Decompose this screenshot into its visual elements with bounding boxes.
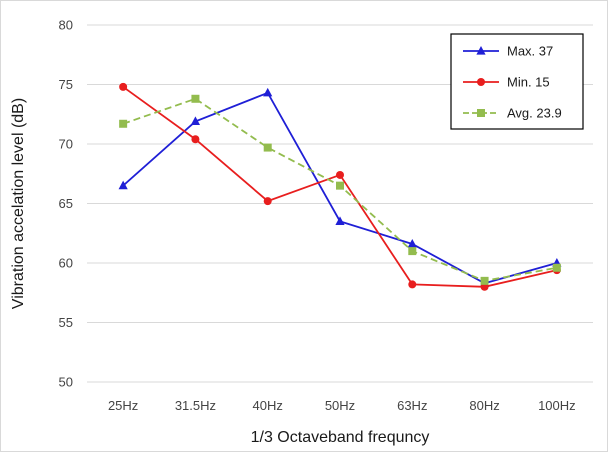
legend-label: Avg. 23.9 <box>507 106 562 121</box>
y-tick-label: 80 <box>59 18 73 33</box>
x-tick-label: 50Hz <box>325 398 355 413</box>
data-point <box>191 135 200 144</box>
data-point <box>190 116 201 125</box>
data-point <box>407 238 417 248</box>
legend-label: Min. 15 <box>507 75 550 90</box>
data-point <box>263 143 272 152</box>
data-point <box>408 247 417 256</box>
legend-marker <box>476 46 486 55</box>
x-axis-title: 1/3 Octaveband frequncy <box>251 429 430 446</box>
legend-marker <box>477 109 485 117</box>
data-point <box>480 276 489 285</box>
data-point <box>263 197 272 206</box>
x-tick-label: 63Hz <box>397 398 427 413</box>
data-point <box>119 119 128 128</box>
y-tick-label: 60 <box>59 256 73 271</box>
x-tick-label: 25Hz <box>108 398 138 413</box>
legend: Max. 37 Min. 15 Avg. 23.9 <box>450 33 584 130</box>
y-tick-label: 50 <box>59 375 73 390</box>
legend-marker <box>477 78 485 86</box>
data-point <box>336 181 344 190</box>
data-point <box>335 216 345 225</box>
x-tick-label: 40Hz <box>253 398 283 413</box>
series-3 <box>119 94 561 285</box>
y-axis-title: Vibration accelation level (dB) <box>10 98 27 309</box>
series-group <box>118 82 562 291</box>
x-tick-label: 100Hz <box>538 398 576 413</box>
x-tick-label: 31.5Hz <box>175 398 216 413</box>
y-tick-label: 65 <box>59 196 73 211</box>
x-axis-ticks: 25Hz 31.5Hz 40Hz 50Hz 63Hz 80Hz 100Hz <box>108 398 576 413</box>
data-point <box>119 82 128 91</box>
legend-item: Max. 37 <box>463 44 553 59</box>
data-point <box>118 180 128 190</box>
data-point <box>336 170 344 179</box>
y-tick-label: 55 <box>59 315 73 330</box>
y-tick-label: 70 <box>59 137 73 152</box>
data-point <box>408 280 417 289</box>
legend-item: Avg. 23.9 <box>463 106 562 121</box>
legend-label: Max. 37 <box>507 44 553 59</box>
data-point <box>263 87 273 97</box>
data-point <box>191 94 200 103</box>
data-point <box>552 263 561 272</box>
x-tick-label: 80Hz <box>469 398 499 413</box>
y-tick-label: 75 <box>59 77 73 92</box>
legend-item: Min. 15 <box>463 75 550 90</box>
y-axis-ticks: 50 55 60 65 70 75 80 <box>59 18 73 390</box>
